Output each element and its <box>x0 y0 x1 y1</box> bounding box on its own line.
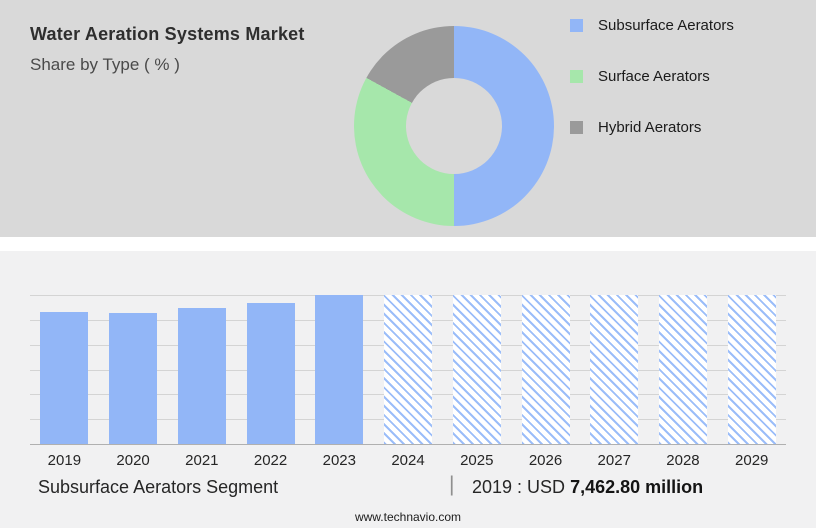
bar-slot <box>442 295 511 444</box>
bar-slot <box>30 295 99 444</box>
page-title: Water Aeration Systems Market <box>30 24 305 44</box>
x-label-2029: 2029 <box>735 452 769 469</box>
x-label-2024: 2024 <box>391 452 425 469</box>
legend-item-0: Subsurface Aerators <box>570 14 734 36</box>
forecast-bar-2025 <box>452 295 501 444</box>
bar-slot <box>99 295 168 444</box>
bars <box>30 295 786 444</box>
bar-2020 <box>109 312 158 444</box>
bar-2022 <box>246 302 295 444</box>
x-label-2025: 2025 <box>460 452 494 469</box>
bar-slot <box>305 295 374 444</box>
x-label-2026: 2026 <box>528 452 563 469</box>
caption-value-amount: 7,462.80 million <box>570 477 704 497</box>
bar-slot <box>167 295 236 444</box>
bar-chart-plot-area <box>30 295 786 445</box>
forecast-bar-2029 <box>727 295 776 444</box>
caption-value-prefix: 2019 : USD <box>472 477 571 497</box>
legend-item-1: Surface Aerators <box>570 65 734 87</box>
bar-slot <box>374 295 443 444</box>
bar-slot <box>649 295 718 444</box>
donut-chart <box>354 26 554 226</box>
bar-slot <box>717 295 786 444</box>
segment-label: Subsurface Aerators Segment <box>38 477 279 497</box>
legend-swatch-icon <box>570 69 583 83</box>
legend-swatch-icon <box>570 120 583 134</box>
x-label-2021: 2021 <box>185 452 219 469</box>
forecast-bar-2027 <box>590 295 639 444</box>
bar-slot <box>236 295 305 444</box>
page-subtitle: Share by Type ( % ) <box>30 55 180 74</box>
x-label-2027: 2027 <box>597 452 631 469</box>
header: Water Aeration Systems Market Share by T… <box>30 24 305 75</box>
x-label-2023: 2023 <box>322 452 356 469</box>
caption-value: 2019 : USD 7,462.80 million <box>472 477 703 498</box>
legend-label: Surface Aerators <box>598 67 710 85</box>
legend: Subsurface Aerators Surface Aerators Hybri… <box>570 14 734 167</box>
lower-panel: 2019 2020 2021 2022 2023 2024 2025 2026 2027 2028… <box>0 251 816 528</box>
bar-slot <box>580 295 649 444</box>
legend-swatch-icon <box>570 18 583 32</box>
caption-separator: | <box>449 473 455 496</box>
legend-label: Hybrid Aerators <box>598 118 702 136</box>
x-label-2019: 2019 <box>47 452 82 469</box>
legend-item-2: Hybrid Aerators <box>570 116 734 138</box>
top-panel: Water Aeration Systems Market Share by T… <box>0 0 816 237</box>
x-axis-labels: 2019 2020 2021 2022 2023 2024 2025 2026 2027 2028… <box>30 452 786 469</box>
bar-2019 <box>40 311 89 444</box>
forecast-bar-2028 <box>658 295 707 444</box>
bar-2023 <box>315 295 364 444</box>
x-label-2028: 2028 <box>666 452 700 469</box>
x-label-2022: 2022 <box>253 452 288 469</box>
forecast-bar-2024 <box>384 295 433 444</box>
x-label-2020: 2020 <box>116 452 150 469</box>
bar-slot <box>511 295 580 444</box>
legend-label: Subsurface Aerators <box>598 16 734 34</box>
forecast-bar-2026 <box>521 295 570 444</box>
website-link[interactable]: www.technavio.com <box>354 510 462 524</box>
bar-2021 <box>177 308 226 444</box>
